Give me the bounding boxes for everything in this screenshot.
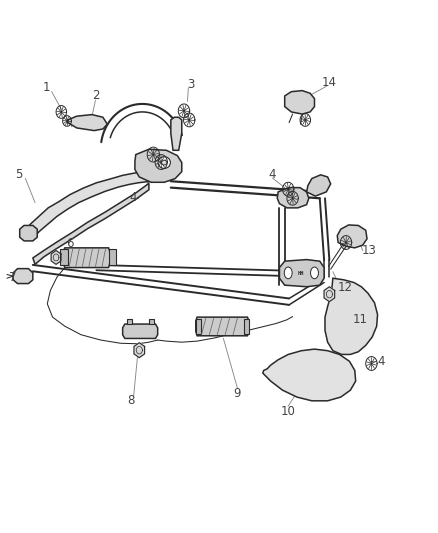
Polygon shape [127, 319, 132, 324]
Polygon shape [196, 319, 201, 334]
Polygon shape [171, 117, 182, 150]
Text: 4: 4 [268, 168, 276, 181]
Polygon shape [20, 225, 37, 241]
Polygon shape [62, 248, 110, 268]
Text: 1: 1 [42, 82, 50, 94]
Ellipse shape [311, 267, 318, 279]
Ellipse shape [284, 267, 292, 279]
Text: 10: 10 [281, 405, 296, 418]
Polygon shape [149, 319, 154, 324]
Text: 3: 3 [187, 78, 194, 91]
Polygon shape [68, 115, 107, 131]
Polygon shape [263, 349, 356, 401]
Text: 7: 7 [8, 271, 16, 284]
Polygon shape [134, 343, 145, 358]
Polygon shape [285, 91, 314, 114]
Polygon shape [60, 249, 68, 265]
Text: 4: 4 [130, 191, 138, 204]
Polygon shape [277, 188, 309, 208]
Ellipse shape [162, 160, 167, 165]
Text: 6: 6 [66, 237, 74, 250]
Polygon shape [33, 183, 149, 264]
Text: HH: HH [298, 271, 304, 276]
Text: 14: 14 [322, 76, 337, 89]
Ellipse shape [158, 157, 170, 168]
Polygon shape [244, 319, 249, 334]
Polygon shape [325, 278, 378, 354]
Polygon shape [135, 149, 182, 182]
Text: 12: 12 [338, 281, 353, 294]
Polygon shape [196, 317, 249, 336]
Polygon shape [51, 251, 61, 264]
Text: 9: 9 [233, 387, 241, 400]
Polygon shape [123, 324, 158, 338]
Polygon shape [24, 171, 155, 238]
Text: 8: 8 [127, 394, 134, 407]
Polygon shape [13, 269, 33, 284]
Text: 11: 11 [353, 313, 367, 326]
Polygon shape [307, 175, 331, 196]
Text: 13: 13 [361, 244, 376, 257]
Text: 4: 4 [377, 355, 385, 368]
Text: 5: 5 [15, 168, 22, 181]
Text: 2: 2 [92, 90, 99, 102]
Polygon shape [109, 249, 116, 265]
Polygon shape [337, 225, 367, 248]
Polygon shape [279, 260, 324, 287]
Polygon shape [324, 287, 335, 302]
